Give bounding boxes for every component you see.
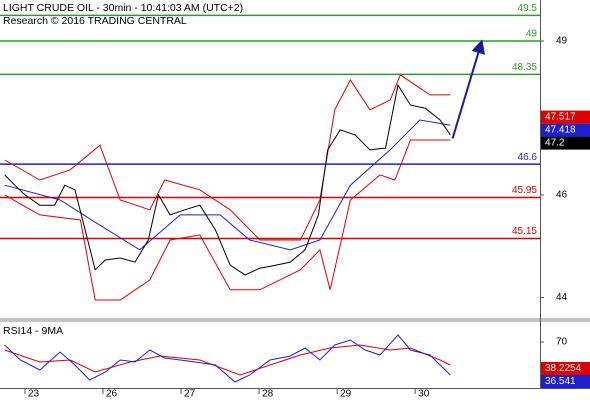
level-label: 49.5 [518, 3, 538, 14]
y-tick-label: 46 [556, 190, 568, 201]
series-line [4, 344, 451, 376]
forecast-arrow [451, 39, 485, 139]
series-line [4, 119, 451, 251]
price-tag-label: 36.541 [545, 376, 576, 387]
x-tick-label: 28 [262, 389, 274, 400]
price-tag [541, 136, 590, 150]
level-label: 48.35 [512, 62, 537, 73]
series-line [4, 139, 451, 301]
price-tag [541, 110, 590, 124]
level-label: 45.15 [512, 226, 537, 237]
price-tag [541, 123, 590, 137]
y-tick-label: 44 [556, 292, 568, 303]
y-tick-label: 49 [556, 36, 568, 47]
price-tag-label: 47.2 [545, 138, 565, 149]
series-line [4, 334, 451, 383]
level-label: 49 [526, 29, 538, 40]
price-tag-label: 47.418 [545, 125, 576, 136]
x-tick-label: 29 [340, 389, 352, 400]
level-label: 45.95 [512, 185, 537, 196]
x-tick-label: 26 [106, 389, 118, 400]
series-line [4, 83, 451, 276]
price-tag-label: 38.2254 [545, 363, 582, 374]
level-label: 46.6 [518, 152, 538, 163]
y-tick-label: 70 [556, 337, 568, 348]
price-tag [541, 362, 590, 375]
rsi-panel [0, 322, 540, 388]
x-tick-label: 23 [28, 389, 40, 400]
rsi-title: RSI14 - 9MA [3, 325, 63, 337]
x-tick-label: 27 [184, 389, 196, 400]
price-tag [541, 375, 590, 388]
chart-title: LIGHT CRUDE OIL - 30min - 10:41:03 AM (U… [3, 2, 243, 14]
x-tick-label: 30 [418, 389, 430, 400]
series-line [4, 74, 451, 241]
price-tag-label: 47.517 [545, 112, 576, 123]
price-panel [0, 0, 540, 318]
chart-subtitle: Research © 2016 TRADING CENTRAL [3, 15, 187, 27]
